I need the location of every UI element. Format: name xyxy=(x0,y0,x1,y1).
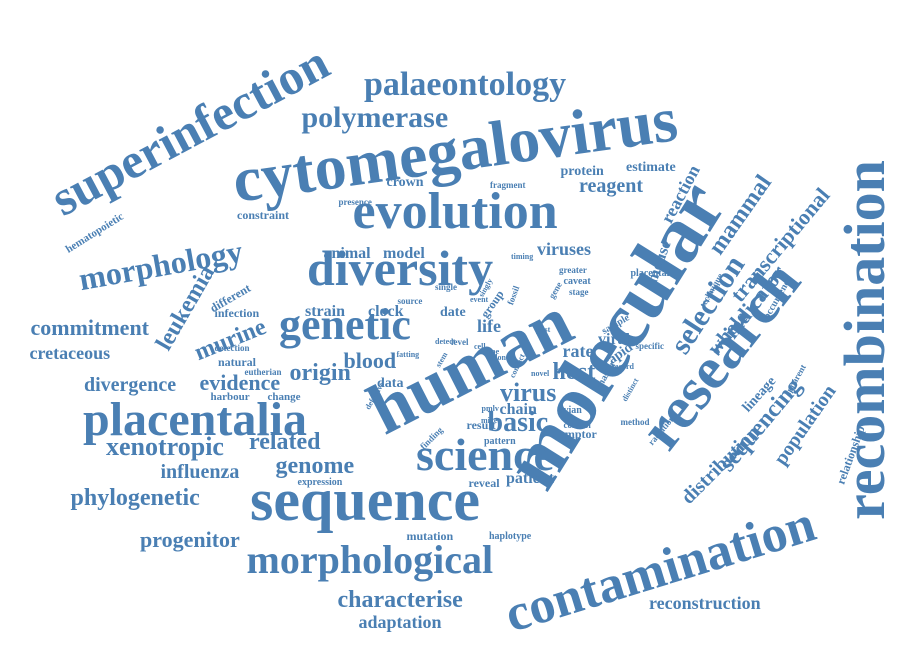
word-expression: expression xyxy=(297,477,343,488)
word-cretaceous: cretaceous xyxy=(29,343,111,363)
word-model: model xyxy=(383,245,425,262)
word-chain: chain xyxy=(499,401,537,418)
word-timing: timing xyxy=(511,252,534,261)
word-genome: genome xyxy=(275,453,355,479)
word-blood: blood xyxy=(343,348,397,373)
word-greater: greater xyxy=(559,264,587,275)
word-sequence: sequence xyxy=(250,467,480,533)
word-rate: rate xyxy=(562,341,594,361)
word-pattern: pattern xyxy=(484,436,516,447)
word-evidence: evidence xyxy=(199,370,281,395)
word-polymerase: polymerase xyxy=(301,101,449,134)
word-result: result xyxy=(466,418,496,432)
word-morphology: morphology xyxy=(75,232,245,298)
word-mixe: mixe xyxy=(481,416,498,425)
word-xenotropic: xenotropic xyxy=(106,432,224,461)
word-natural: natural xyxy=(218,355,257,369)
word-morphological: morphological xyxy=(246,537,494,582)
word-related: related xyxy=(249,429,321,455)
word-host: host xyxy=(552,359,596,385)
word-source: source xyxy=(397,295,423,306)
word-protein: protein xyxy=(560,164,604,179)
word-presence: presence xyxy=(338,196,372,207)
word-data: data xyxy=(377,376,404,391)
word-palaeontology: palaeontology xyxy=(364,66,567,103)
word-control: control xyxy=(563,419,591,430)
word-influenza: influenza xyxy=(160,461,240,483)
word-fragment: fragment xyxy=(490,179,526,190)
word-detect: detect xyxy=(435,337,456,346)
word-viruses: viruses xyxy=(537,239,591,259)
word-level: level xyxy=(451,336,469,347)
word-single: single xyxy=(435,281,458,292)
word-virus: virus xyxy=(500,378,557,407)
word-specific: specific xyxy=(635,340,665,351)
word-commitment: commitment xyxy=(30,315,150,340)
word-placentalia: placentalia xyxy=(83,393,307,446)
word-novel: novel xyxy=(531,369,550,378)
word-evolution: evolution xyxy=(352,183,558,240)
word-viral: viral xyxy=(598,331,630,348)
word-mutation: mutation xyxy=(406,529,454,543)
word-fatting: fatting xyxy=(396,350,420,359)
word-pmlv: pmlv xyxy=(481,404,499,413)
word-crown: crown xyxy=(386,175,424,190)
word-contamination: contamination xyxy=(498,495,822,644)
word-eutherian: eutherian xyxy=(244,366,282,377)
word-clock: clock xyxy=(368,303,404,320)
word-estimate: estimate xyxy=(626,160,676,175)
word-change: change xyxy=(267,390,301,403)
word-type: type xyxy=(484,347,500,356)
word-characterise: characterise xyxy=(337,587,463,613)
word-cell: cell xyxy=(474,342,486,351)
word-adaptation: adaptation xyxy=(358,612,442,632)
word-post: post xyxy=(536,325,551,334)
word-harbour: harbour xyxy=(210,390,250,403)
word-stage: stage xyxy=(569,286,589,297)
word-placental: placental xyxy=(630,268,670,279)
word-avian: avian xyxy=(558,405,582,416)
word-reagent: reagent xyxy=(579,175,644,197)
word-reconstruction: reconstruction xyxy=(649,593,761,613)
word-emptor: emptor xyxy=(559,427,597,441)
word-reveal: reveal xyxy=(468,476,500,490)
word-detection: detection xyxy=(214,342,250,353)
word-diversity: diversity xyxy=(307,240,494,296)
word-animal: animal xyxy=(323,245,371,262)
word-caveat: caveat xyxy=(563,276,591,287)
word-date: date xyxy=(440,305,466,320)
word-strain: strain xyxy=(305,303,345,320)
word-origin: origin xyxy=(289,360,351,386)
word-life: life xyxy=(477,316,501,336)
word-patient: patient xyxy=(506,470,554,487)
word-constraint: constraint xyxy=(237,208,289,222)
word-science: science xyxy=(416,429,554,480)
word-record: record xyxy=(611,362,635,371)
word-basic: basic xyxy=(487,407,549,438)
word-infection: infection xyxy=(214,306,260,320)
word-donor: donor xyxy=(493,353,514,362)
word-phylogenetic: phylogenetic xyxy=(70,485,200,511)
word-progenitor: progenitor xyxy=(140,527,240,552)
word-genetic: genetic xyxy=(279,300,411,349)
word-event: event xyxy=(470,295,489,304)
word-haplotype: haplotype xyxy=(489,531,532,542)
word-method: method xyxy=(620,416,650,427)
word-divergence: divergence xyxy=(84,374,177,396)
